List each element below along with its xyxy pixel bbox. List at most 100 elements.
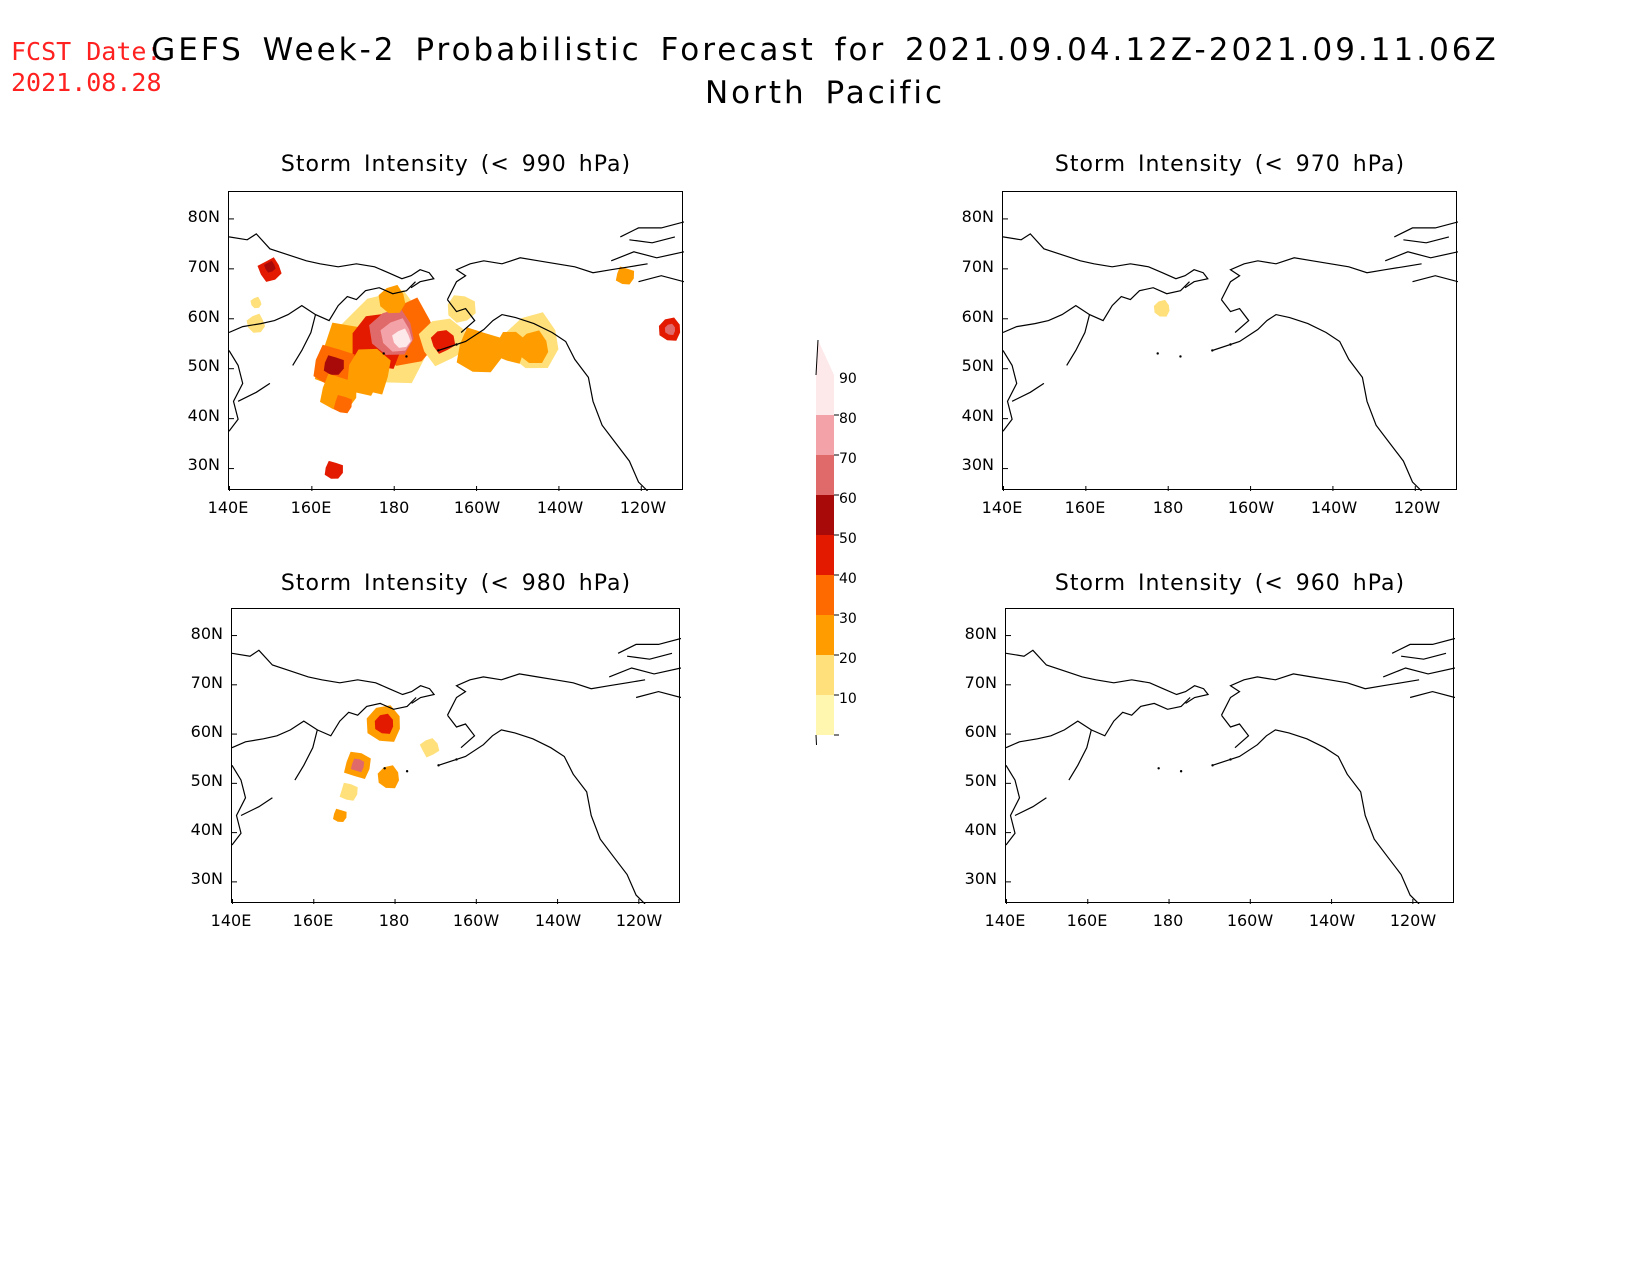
lon-label: 160E xyxy=(292,911,334,930)
coastline xyxy=(446,673,646,716)
coastline xyxy=(1384,251,1459,262)
lat-label: 60N xyxy=(190,722,223,741)
lon-label: 140W xyxy=(1310,498,1358,517)
coastline xyxy=(231,697,417,749)
coastline xyxy=(237,382,271,402)
lat-label: 70N xyxy=(187,257,220,276)
coastline xyxy=(228,281,416,334)
coastline xyxy=(1412,275,1459,283)
lat-label: 40N xyxy=(190,820,223,839)
colorbar-label: 20 xyxy=(839,651,857,667)
coastline xyxy=(1391,637,1456,654)
colorbar-swatch xyxy=(816,695,834,735)
coastline xyxy=(1394,221,1459,238)
lat-label: 50N xyxy=(190,771,223,790)
probability-contour xyxy=(615,266,635,285)
lat-label: 80N xyxy=(190,624,223,643)
coastline xyxy=(1409,690,1456,699)
coastline xyxy=(1066,314,1091,366)
probability-contour xyxy=(333,808,347,822)
coastline xyxy=(1382,667,1456,678)
island xyxy=(383,767,386,770)
island xyxy=(455,758,458,761)
island xyxy=(1229,343,1232,346)
lat-label: 80N xyxy=(187,207,220,226)
coastline xyxy=(438,313,649,492)
coastline xyxy=(446,299,476,333)
island xyxy=(1211,349,1214,352)
forecast-date-label: FCST Date: xyxy=(11,37,162,66)
coastline xyxy=(608,667,682,678)
lon-label: 140E xyxy=(210,911,252,930)
colorbar-label: 90 xyxy=(839,371,857,387)
coastline xyxy=(1220,257,1422,300)
colorbar-top-cap xyxy=(816,340,834,375)
coastline xyxy=(1401,652,1447,660)
colorbar-swatch xyxy=(816,455,834,495)
island xyxy=(1179,770,1183,773)
lat-label: 40N xyxy=(961,406,994,425)
coastline xyxy=(1068,729,1092,781)
probability-contour xyxy=(447,295,476,323)
coastline xyxy=(447,714,476,749)
lon-label: 180 xyxy=(378,911,410,930)
coastline xyxy=(617,637,682,654)
colorbar-swatch xyxy=(816,535,834,575)
island xyxy=(455,343,458,346)
forecast-date-block: FCST Date: 2021.08.28 xyxy=(11,36,162,98)
colorbar-swatch xyxy=(816,375,834,415)
colorbar-swatch xyxy=(816,495,834,535)
probability-contour xyxy=(419,738,440,758)
lat-label: 70N xyxy=(961,257,994,276)
coastline xyxy=(294,729,318,781)
lat-label: 80N xyxy=(964,624,997,643)
coastline xyxy=(446,257,648,300)
coastline xyxy=(1403,236,1450,244)
lon-label: 140W xyxy=(536,498,584,517)
lat-label: 40N xyxy=(964,820,997,839)
colorbar-swatch xyxy=(816,655,834,695)
coastline xyxy=(1220,673,1420,716)
map-990-svg xyxy=(228,218,685,492)
colorbar-swatch xyxy=(816,615,834,655)
colorbar-label: 40 xyxy=(839,571,857,587)
probability-contour xyxy=(374,713,394,734)
island xyxy=(1156,352,1159,355)
lat-label: 50N xyxy=(964,771,997,790)
probability-contour xyxy=(456,327,503,373)
coastline xyxy=(610,251,685,262)
colorbar-top-edge xyxy=(815,339,819,376)
island xyxy=(1229,758,1232,761)
lat-label: 30N xyxy=(961,455,994,474)
island xyxy=(405,355,408,358)
probability-contour xyxy=(264,260,276,273)
lat-label: 60N xyxy=(961,307,994,326)
forecast-date-value: 2021.08.28 xyxy=(11,68,162,97)
lon-label: 180 xyxy=(378,498,410,517)
island xyxy=(1179,355,1182,358)
map-980-svg xyxy=(231,635,682,905)
coastline xyxy=(1005,764,1021,846)
map-panel-990 xyxy=(228,191,685,492)
lat-label: 50N xyxy=(187,356,220,375)
probability-contour xyxy=(377,765,399,789)
island xyxy=(1157,767,1160,770)
probability-contour xyxy=(323,355,344,375)
lon-label: 180 xyxy=(1152,498,1184,517)
lon-label: 140W xyxy=(1308,911,1356,930)
page-subtitle: North Pacific xyxy=(704,75,946,111)
coastline xyxy=(1212,313,1423,492)
colorbar-label: 50 xyxy=(839,531,857,547)
lat-label: 60N xyxy=(187,307,220,326)
coastline xyxy=(620,221,685,238)
panel-title-960: Storm Intensity (< 960 hPa) xyxy=(1054,571,1406,596)
coastline xyxy=(1002,281,1190,334)
lat-label: 30N xyxy=(187,455,220,474)
colorbar-swatch xyxy=(816,415,834,455)
lat-label: 30N xyxy=(964,869,997,888)
coastline xyxy=(228,350,244,432)
island xyxy=(437,349,440,352)
coastline xyxy=(231,764,247,846)
island xyxy=(437,764,440,767)
coastline xyxy=(1014,797,1047,817)
